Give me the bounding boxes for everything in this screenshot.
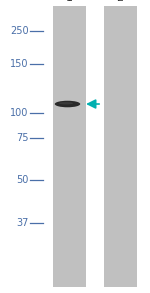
Bar <box>52 6 86 287</box>
Text: 250: 250 <box>10 26 28 36</box>
Text: 75: 75 <box>16 133 28 143</box>
Ellipse shape <box>59 102 73 104</box>
Ellipse shape <box>55 101 80 107</box>
Bar <box>103 6 136 287</box>
Text: 100: 100 <box>10 108 28 118</box>
Text: 50: 50 <box>16 175 28 185</box>
Text: 1: 1 <box>66 0 72 3</box>
Text: 2: 2 <box>116 0 124 3</box>
Text: 37: 37 <box>16 218 28 228</box>
Text: 150: 150 <box>10 59 28 69</box>
